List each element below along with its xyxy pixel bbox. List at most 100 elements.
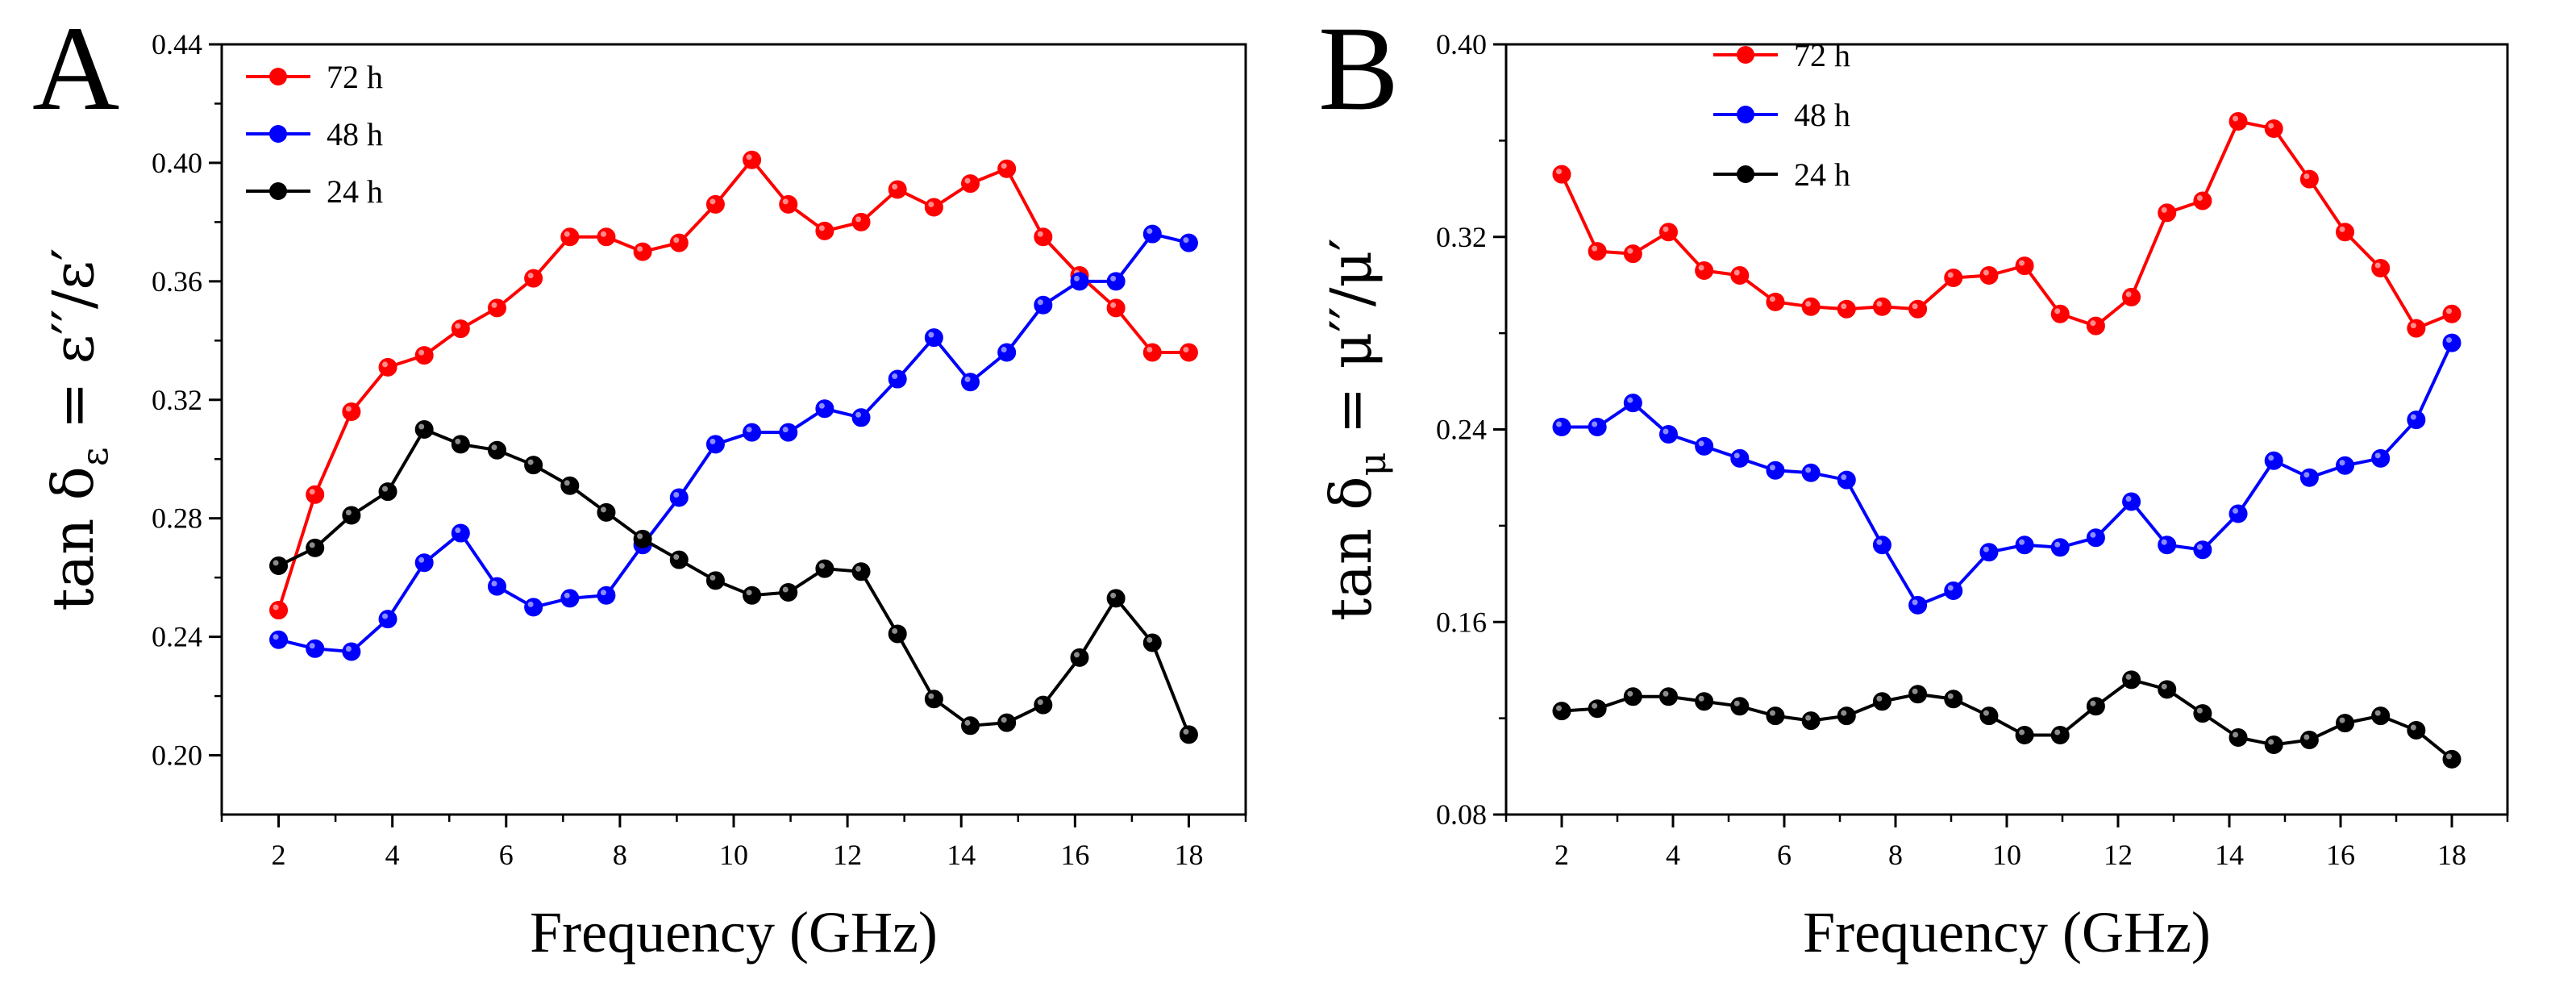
data-point xyxy=(1872,536,1891,555)
y-axis-label-subscript: μ xyxy=(1350,452,1394,477)
data-point xyxy=(924,690,943,709)
data-point xyxy=(2407,721,2426,740)
x-tick-label: 16 xyxy=(2326,839,2355,871)
data-point xyxy=(2264,119,2283,138)
legend-label: 48 h xyxy=(327,116,383,152)
data-point xyxy=(1872,692,1891,711)
x-axis-label: Frequency (GHz) xyxy=(1803,900,2211,965)
point-highlight xyxy=(2446,337,2452,344)
point-highlight xyxy=(1073,275,1080,281)
point-highlight xyxy=(1183,728,1189,735)
point-highlight xyxy=(1627,690,1633,697)
y-axis-label-rest: = ε′′/ε′ xyxy=(40,248,106,447)
point-highlight xyxy=(673,491,680,498)
data-point xyxy=(597,227,616,247)
point-highlight xyxy=(2374,710,2381,716)
data-point xyxy=(2050,538,2070,557)
point-highlight xyxy=(746,427,752,433)
data-point xyxy=(1142,343,1162,362)
data-point xyxy=(1695,692,1714,711)
x-tick-label: 4 xyxy=(385,839,400,871)
point-highlight xyxy=(637,533,643,540)
data-point xyxy=(779,423,798,442)
data-point xyxy=(705,571,725,590)
legend-swatch-marker xyxy=(1737,106,1754,123)
point-highlight xyxy=(1698,265,1704,271)
y-axis-label-rest: = μ′′/μ′ xyxy=(1318,238,1384,452)
series-line xyxy=(277,427,1191,736)
point-highlight xyxy=(600,506,606,513)
legend-label: 24 h xyxy=(1794,156,1850,193)
data-point xyxy=(1730,697,1750,716)
point-highlight xyxy=(855,411,862,418)
data-point xyxy=(633,529,652,548)
data-point xyxy=(1588,418,1607,437)
legend-swatch-marker xyxy=(269,182,287,200)
data-point xyxy=(2299,468,2319,487)
data-point xyxy=(560,589,580,608)
data-point xyxy=(1801,463,1821,482)
point-highlight xyxy=(1592,421,1598,427)
point-highlight xyxy=(2196,544,2203,550)
point-highlight xyxy=(1733,452,1740,459)
point-highlight xyxy=(673,554,680,561)
data-point xyxy=(1142,224,1162,244)
plot-frame xyxy=(1504,43,2509,816)
data-point xyxy=(306,485,325,504)
data-point xyxy=(1979,543,1999,562)
data-point xyxy=(2086,697,2105,716)
point-highlight xyxy=(1147,636,1153,643)
data-point xyxy=(851,562,871,581)
panel-label: A xyxy=(32,2,119,135)
data-point xyxy=(1908,595,1928,615)
data-point xyxy=(1658,424,1678,444)
data-point xyxy=(2158,203,2177,223)
point-highlight xyxy=(1983,710,1989,716)
point-highlight xyxy=(1592,245,1598,252)
point-highlight xyxy=(345,406,352,412)
data-point xyxy=(888,369,907,389)
point-highlight xyxy=(273,604,279,611)
point-highlight xyxy=(1912,599,1918,606)
point-highlight xyxy=(1556,169,1562,175)
series-24-h xyxy=(1552,670,2462,769)
data-point xyxy=(378,610,397,629)
data-point xyxy=(997,713,1017,732)
point-highlight xyxy=(637,246,643,252)
x-tick-label: 8 xyxy=(613,839,627,871)
data-point xyxy=(597,586,616,605)
point-highlight xyxy=(710,198,716,205)
data-point xyxy=(414,420,434,439)
legend: 72 h 48 h 24 h xyxy=(246,59,383,210)
point-highlight xyxy=(2125,291,2132,298)
point-highlight xyxy=(1983,269,1989,276)
data-point xyxy=(2015,536,2034,555)
point-highlight xyxy=(1592,702,1598,709)
x-tick-label: 12 xyxy=(2104,839,2133,871)
data-point xyxy=(2050,726,2070,745)
point-highlight xyxy=(491,302,497,308)
data-point xyxy=(2158,680,2177,699)
series-24-h xyxy=(269,420,1198,744)
data-point xyxy=(888,180,907,199)
data-point xyxy=(1837,299,1856,319)
point-highlight xyxy=(746,154,752,160)
series-72-h xyxy=(269,150,1198,620)
point-highlight xyxy=(600,231,606,237)
point-highlight xyxy=(491,581,497,587)
point-highlight xyxy=(1983,546,1989,552)
data-point xyxy=(633,242,652,261)
point-highlight xyxy=(2303,472,2310,478)
data-point xyxy=(2264,735,2283,754)
data-point xyxy=(1623,394,1642,413)
data-point xyxy=(560,476,580,495)
data-point xyxy=(1179,343,1198,362)
point-highlight xyxy=(1947,693,1954,699)
data-point xyxy=(1142,633,1162,652)
point-highlight xyxy=(1183,347,1189,352)
point-highlight xyxy=(1769,465,1775,471)
point-highlight xyxy=(1663,690,1669,697)
point-highlight xyxy=(564,592,570,598)
point-highlight xyxy=(2303,173,2310,180)
data-point xyxy=(2086,316,2105,335)
